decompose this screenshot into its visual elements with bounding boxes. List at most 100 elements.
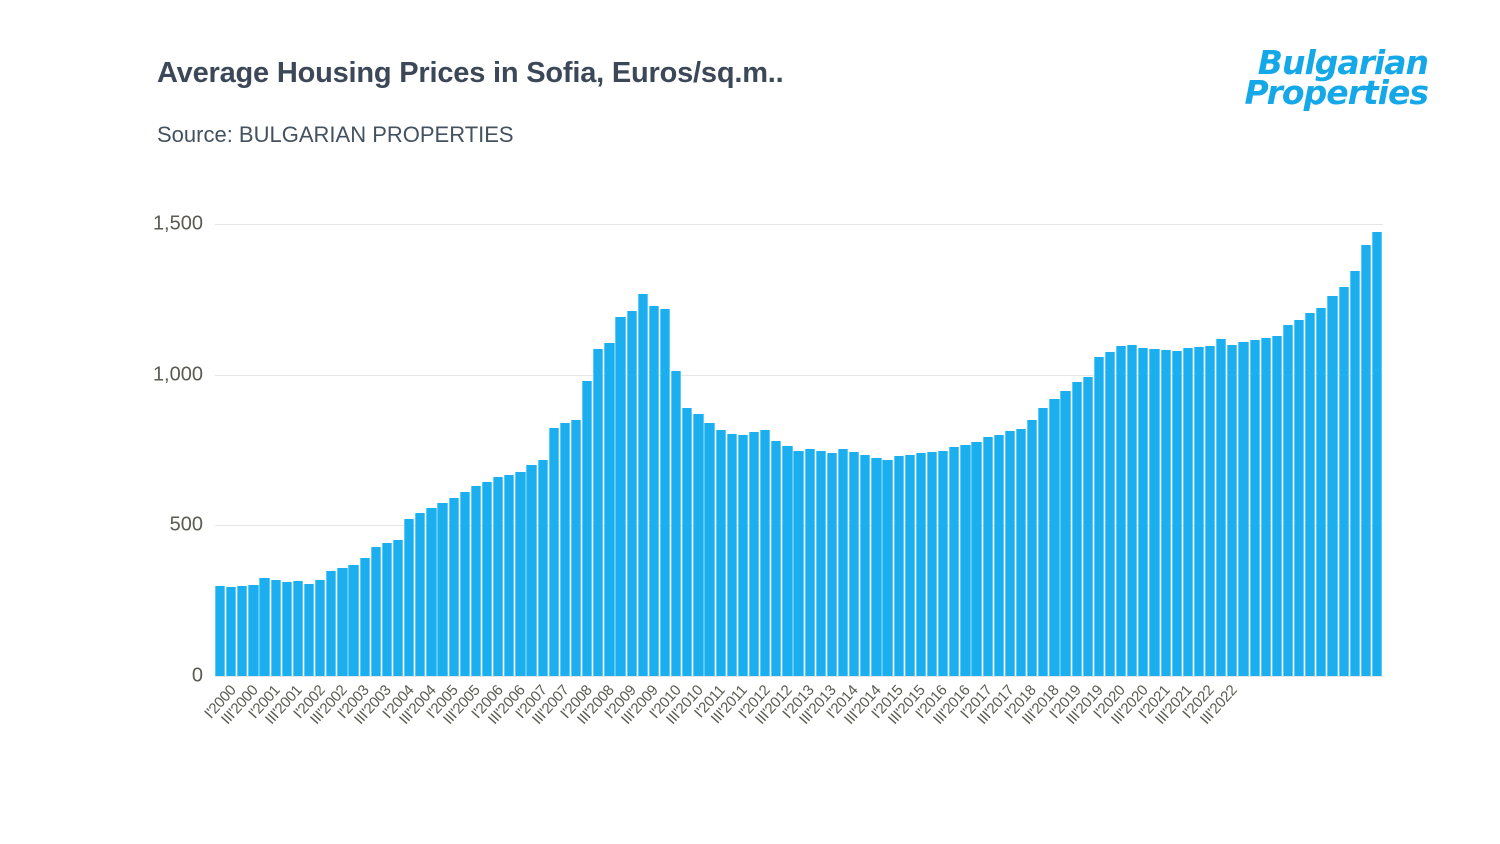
bar[interactable] [1371, 232, 1383, 676]
bar[interactable] [481, 481, 493, 676]
bar[interactable] [1249, 340, 1260, 676]
bar[interactable] [804, 449, 815, 676]
bar[interactable] [1071, 382, 1082, 676]
bar[interactable] [1305, 312, 1316, 676]
bar[interactable] [726, 434, 737, 676]
bar[interactable] [1282, 324, 1294, 676]
bar[interactable] [582, 381, 593, 676]
bar[interactable] [437, 502, 448, 676]
bar[interactable] [215, 585, 226, 676]
bar[interactable] [292, 581, 304, 676]
bar[interactable] [226, 586, 237, 676]
bar[interactable] [303, 583, 315, 676]
bar[interactable] [671, 371, 682, 676]
bar[interactable] [1015, 428, 1027, 676]
bar[interactable] [1038, 407, 1049, 676]
bar[interactable] [1216, 339, 1227, 676]
bar[interactable] [1160, 349, 1171, 676]
bar[interactable] [1104, 352, 1116, 676]
bar[interactable] [882, 459, 893, 676]
bar[interactable] [370, 547, 381, 676]
bar[interactable] [1116, 346, 1127, 676]
bar[interactable] [904, 454, 915, 676]
bar[interactable] [392, 539, 404, 676]
bar[interactable] [515, 471, 526, 676]
bar[interactable] [326, 571, 337, 676]
bar[interactable] [1227, 345, 1238, 676]
bar[interactable] [1138, 347, 1149, 676]
bar[interactable] [648, 305, 660, 676]
bar[interactable] [926, 451, 938, 676]
bar[interactable] [893, 456, 904, 676]
bar[interactable] [604, 343, 615, 676]
bar[interactable] [415, 513, 426, 676]
bar[interactable] [1082, 377, 1093, 676]
bar[interactable] [715, 430, 726, 676]
bar[interactable] [1327, 295, 1338, 676]
bar[interactable] [315, 579, 326, 676]
bar[interactable] [1060, 391, 1071, 676]
bar[interactable] [359, 558, 370, 676]
bar[interactable] [1205, 346, 1216, 676]
bar[interactable] [1127, 345, 1138, 676]
bar[interactable] [626, 311, 637, 676]
bar[interactable] [793, 450, 804, 676]
bar[interactable] [237, 585, 248, 676]
bar[interactable] [915, 453, 927, 676]
bar[interactable] [682, 408, 693, 676]
bar[interactable] [960, 444, 971, 676]
bar[interactable] [971, 441, 982, 676]
bar[interactable] [548, 428, 559, 676]
bar[interactable] [637, 293, 648, 676]
bar[interactable] [459, 491, 470, 676]
bar[interactable] [993, 434, 1004, 676]
bar[interactable] [1316, 307, 1327, 676]
bar[interactable] [570, 419, 582, 676]
bar[interactable] [1004, 431, 1015, 676]
bar[interactable] [593, 349, 604, 676]
bar[interactable] [826, 453, 838, 676]
bar[interactable] [860, 454, 871, 676]
bar[interactable] [559, 422, 571, 676]
bar[interactable] [381, 543, 393, 676]
bar[interactable] [404, 519, 415, 676]
bar[interactable] [871, 458, 882, 676]
bar[interactable] [815, 450, 826, 676]
bar[interactable] [837, 449, 849, 676]
bar[interactable] [938, 450, 949, 676]
bar[interactable] [470, 486, 482, 676]
bar[interactable] [1049, 399, 1060, 676]
bar[interactable] [281, 581, 292, 676]
bar[interactable] [1171, 350, 1182, 676]
bar[interactable] [1360, 244, 1371, 676]
bar[interactable] [493, 477, 504, 676]
bar[interactable] [1349, 270, 1360, 676]
bar[interactable] [1182, 348, 1193, 676]
bar[interactable] [1338, 286, 1349, 676]
bar[interactable] [1238, 342, 1249, 676]
bar[interactable] [659, 308, 671, 676]
bar[interactable] [982, 437, 993, 676]
bar[interactable] [849, 452, 860, 676]
bar[interactable] [504, 474, 515, 676]
bar[interactable] [1271, 335, 1282, 676]
bar[interactable] [949, 447, 960, 676]
bar[interactable] [270, 580, 281, 676]
bar[interactable] [693, 413, 704, 676]
bar[interactable] [526, 465, 537, 676]
bar[interactable] [348, 565, 359, 676]
bar[interactable] [748, 431, 760, 676]
bar[interactable] [771, 440, 782, 676]
bar[interactable] [259, 578, 270, 676]
bar[interactable] [1260, 337, 1271, 676]
bar[interactable] [737, 434, 749, 676]
bar[interactable] [704, 422, 715, 676]
bar[interactable] [1149, 349, 1160, 676]
bar[interactable] [248, 585, 259, 676]
bar[interactable] [1294, 320, 1305, 676]
bar[interactable] [760, 429, 771, 676]
bar[interactable] [1193, 346, 1205, 676]
bar[interactable] [337, 567, 348, 676]
bar[interactable] [782, 446, 793, 676]
bar[interactable] [448, 498, 459, 676]
